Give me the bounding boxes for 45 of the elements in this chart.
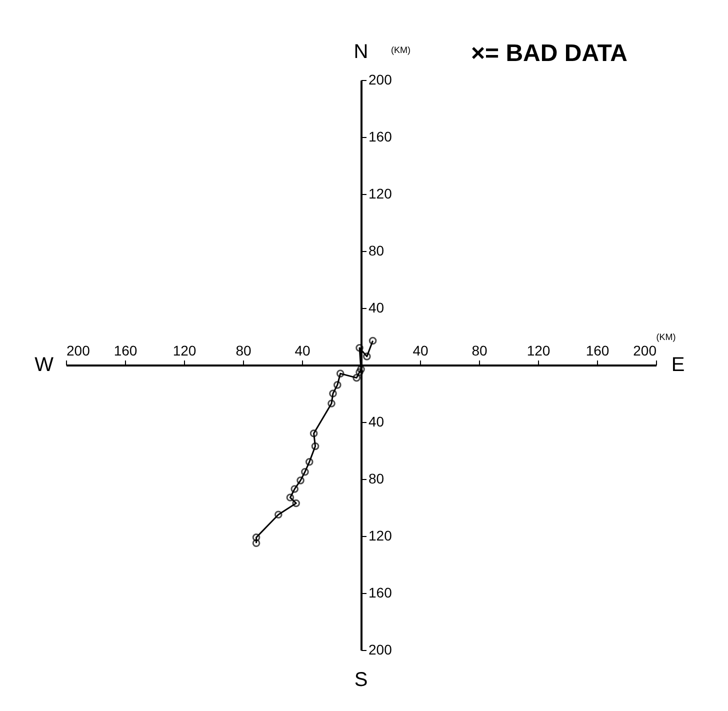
point: [352, 374, 360, 382]
point: [292, 499, 300, 508]
text: W: [34, 354, 54, 376]
point: [274, 510, 282, 519]
x-tick-label: 40: [294, 342, 310, 358]
y-tick-label: 200: [368, 72, 392, 88]
point: [328, 400, 336, 408]
x-tick-label: 160: [586, 342, 610, 358]
point: [333, 381, 342, 389]
y-tick-label: 120: [368, 186, 392, 202]
annotation: (KM): [656, 332, 676, 342]
x-tick-label: 40: [412, 342, 428, 358]
y-tick-label: 40: [368, 300, 384, 316]
point: [356, 368, 364, 376]
y-tick-label: 160: [368, 128, 392, 144]
x-tick-label: 120: [526, 342, 550, 358]
point: [336, 370, 344, 378]
y-tick-label: 120: [368, 528, 392, 544]
point: [362, 352, 371, 360]
point: [290, 485, 299, 493]
x-tick-label: 80: [472, 342, 488, 358]
text: (KM): [391, 45, 410, 55]
point: [311, 442, 320, 450]
point: [252, 534, 260, 542]
point: [286, 494, 294, 502]
point: [310, 429, 318, 438]
text: E: [671, 354, 685, 376]
y-tick-label: 200: [368, 642, 392, 658]
point: [296, 476, 304, 484]
point: [301, 468, 309, 476]
y-tick-label: 80: [368, 470, 384, 486]
text: N: [354, 41, 368, 63]
point: [329, 390, 337, 398]
x-tick-label: 120: [172, 342, 196, 358]
point: [356, 344, 364, 352]
x-tick-label: 160: [114, 342, 138, 358]
x-tick-label: 200: [633, 342, 657, 358]
y-tick-label: 40: [368, 414, 384, 430]
x-tick-label: 80: [236, 342, 252, 358]
text: ×= BAD DATA: [471, 40, 628, 67]
x-tick-label: 200: [66, 342, 90, 358]
y-tick-label: 160: [368, 584, 392, 600]
text: S: [354, 669, 368, 691]
point: [305, 458, 314, 466]
y-tick-label: 80: [368, 242, 384, 258]
